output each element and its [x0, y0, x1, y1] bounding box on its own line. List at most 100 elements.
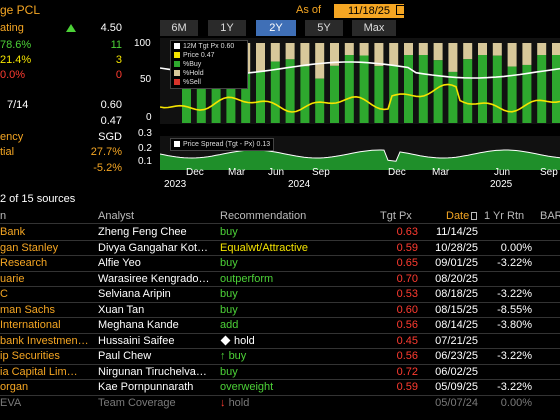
target-price: 0.70 [396, 272, 418, 285]
tab-1y[interactable]: 1Y [208, 20, 246, 36]
stat-value: 27.7% [90, 146, 122, 158]
recommendation-text: buy [228, 350, 247, 362]
col-date-label: Date [446, 210, 470, 222]
target-price: 0.53 [396, 288, 418, 300]
hold-bar [507, 43, 517, 67]
target-price: 0.60 [396, 303, 418, 316]
one-year-return [482, 271, 532, 287]
security-title: ge PCL [0, 3, 41, 17]
table-row[interactable]: man Sachs Xuan Tan buy 0.60 08/15/25 -8.55% [0, 302, 560, 318]
firm-name: ia Capital Lim… [0, 365, 78, 378]
buy-bar [552, 55, 560, 123]
row-divider [0, 363, 560, 365]
analyst-name: Xuan Tan [98, 303, 145, 316]
y-tick-spread-03: 0.3 [138, 128, 152, 139]
target-price: 0.56 [396, 319, 418, 331]
table-row[interactable]: bank Investmen… Hussaini Saifee hold 0.45 07… [0, 333, 560, 349]
stat-label: 0.0% [0, 69, 26, 81]
buy-bar [433, 60, 443, 123]
recommendation: overweight [220, 379, 370, 395]
recommendation-text: add [220, 319, 239, 331]
header-divider [0, 223, 560, 224]
legend-buy: %Buy [174, 60, 244, 69]
recommendation: buy [220, 224, 370, 240]
buy-bar [478, 55, 487, 123]
col-tgt-px[interactable]: Tgt Px [380, 210, 412, 222]
table-row[interactable]: ia Capital Lim… Nirgunan Tiruchelva… buy 0.… [0, 364, 560, 380]
table-row[interactable]: C Selviana Aripin buy 0.53 08/18/25 -3.22% [0, 286, 560, 302]
ratings-chart[interactable]: 12M Tgt Px 0.60 Price 0.47 %Buy %Hold %S… [160, 38, 560, 124]
table-row[interactable]: Research Alfie Yeo buy 0.65 09/01/25 -3.22% [0, 255, 560, 271]
col-date[interactable]: Date [446, 209, 478, 223]
price-spread-chart[interactable]: Price Spread (Tgt - Px) 0.13 [160, 136, 560, 170]
col-1yr-rtn[interactable]: 1 Yr Rtn [484, 210, 525, 222]
firm-name: organ [0, 381, 29, 393]
hold-bar [256, 43, 265, 72]
one-year-return: -3.80% [497, 319, 532, 331]
table-row[interactable]: International Meghana Kande add 0.56 08/14/2… [0, 317, 560, 333]
target-price: 0.72 [396, 365, 418, 378]
one-year-return: -3.22% [497, 381, 532, 393]
x-year-label: 2023 [164, 179, 187, 190]
table-row[interactable]: ip Securities Paul Chew ↑ buy 0.56 06/23/25 -… [0, 348, 560, 364]
rating-date: 05/09/25 [435, 381, 478, 393]
one-year-return: 0.00% [500, 396, 532, 409]
x-month-label: Sep [312, 167, 330, 178]
downgrade-arrow-icon: ↓ [220, 396, 229, 409]
row-divider [0, 255, 560, 256]
tab-max[interactable]: Max [352, 20, 396, 36]
tab-5y[interactable]: 5Y [305, 20, 343, 36]
target-price: 0.59 [396, 241, 418, 254]
target-price: 0.59 [396, 381, 418, 393]
one-year-return [482, 333, 532, 349]
buy-bar [359, 55, 369, 123]
y-tick-spread-01: 0.1 [138, 156, 152, 167]
stat-label: 78.6% [0, 39, 32, 51]
buy-bar [374, 66, 384, 123]
as-of-date-field[interactable]: 11/18/25 [334, 4, 404, 18]
col-analyst[interactable]: Analyst [98, 210, 135, 222]
recommendation: ↓ hold [220, 395, 370, 411]
hold-bar [285, 43, 295, 60]
stat-value: 3 [115, 54, 122, 66]
analyst-name: Selviana Aripin [98, 288, 171, 300]
tab-6m-label: 6M [171, 22, 187, 34]
tab-2y[interactable]: 2Y [256, 20, 296, 36]
firm-name: Bank [0, 226, 26, 238]
hold-bar [522, 43, 532, 65]
buy-bar [418, 55, 428, 123]
col-firm[interactable]: n [0, 210, 7, 222]
table-row[interactable]: gan Stanley Divya Gangahar Kot… Equalwt/At… [0, 240, 560, 256]
buy-bar [537, 55, 547, 123]
buy-bar [270, 61, 280, 123]
firm-name: C [0, 288, 8, 300]
tab-2y-label: 2Y [269, 22, 283, 34]
rating-date: 08/18/25 [435, 288, 478, 300]
hold-bar [359, 43, 369, 56]
calendar-icon[interactable] [396, 5, 405, 15]
x-year-label: 2024 [288, 179, 311, 190]
col-recommendation[interactable]: Recommendation [220, 210, 307, 222]
recommendation-text: overweight [220, 381, 274, 393]
buy-bar [344, 55, 354, 123]
rating-date: 10/28/25 [435, 241, 478, 254]
firm-name: ip Securities [0, 350, 60, 362]
table-row[interactable]: Bank Zheng Feng Chee buy 0.63 11/14/25 [0, 224, 560, 240]
buy-bar [330, 65, 339, 123]
chart-legend: 12M Tgt Px 0.60 Price 0.47 %Buy %Hold %S… [170, 40, 248, 89]
one-year-return: -3.22% [497, 350, 532, 362]
analyst-name: Zheng Feng Chee [98, 226, 187, 238]
table-row[interactable]: EVA Team Coverage ↓ hold 05/07/24 0.00% [0, 395, 560, 411]
hold-bar [433, 43, 443, 61]
one-year-return: -3.22% [497, 288, 532, 300]
y-tick-50: 50 [140, 74, 152, 85]
col-bar[interactable]: BAR [540, 210, 560, 222]
table-row[interactable]: uarie Warasiree Kengrado… outperform 0.70 08… [0, 271, 560, 287]
tab-6m[interactable]: 6M [160, 20, 198, 36]
target-price: 0.45 [396, 334, 418, 347]
recommendation: Equalwt/Attractive [220, 240, 370, 256]
row-divider [0, 301, 560, 303]
analyst-name: Warasiree Kengrado… [98, 272, 210, 285]
recommendation: outperform [220, 271, 370, 287]
table-row[interactable]: organ Kae Pornpunnarath overweight 0.59 05/0… [0, 379, 560, 395]
